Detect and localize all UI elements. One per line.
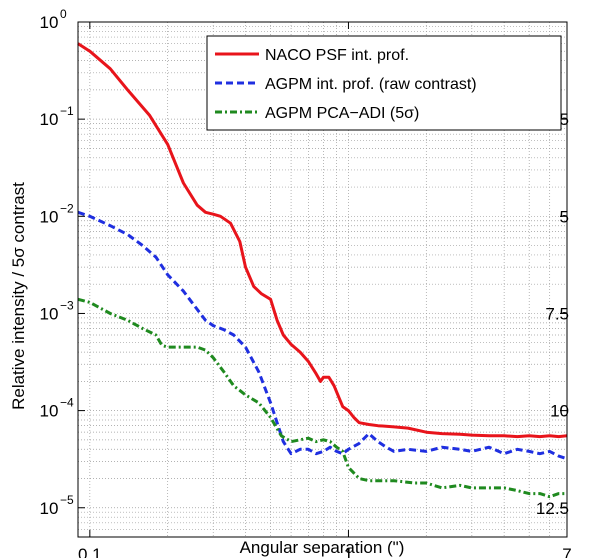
y-tick-exponent: −1	[60, 104, 74, 118]
right-tick-label: 12.5	[536, 499, 569, 518]
right-tick-label: 10	[550, 402, 569, 421]
y-tick-base: 10	[40, 402, 59, 421]
x-tick-label: 0.1	[78, 545, 102, 558]
legend-label-2: AGPM int. prof. (raw contrast)	[265, 76, 477, 93]
y-tick-label: 10 −1	[40, 104, 74, 129]
y-tick-base: 10	[40, 110, 59, 129]
right-tick-label: 5	[560, 207, 569, 226]
x-tick-labels: 0.1 1 7	[78, 545, 572, 558]
series-line-3	[77, 297, 567, 499]
y-tick-label: 10 −5	[40, 493, 74, 518]
y-tick-label: 10 −3	[40, 298, 74, 323]
legend: NACO PSF int. prof. AGPM int. prof. (raw …	[206, 35, 562, 131]
x-tick-label: 1	[344, 545, 353, 558]
y-tick-exponent: −4	[60, 396, 74, 410]
legend-label-1: NACO PSF int. prof.	[265, 47, 409, 64]
legend-box	[206, 35, 562, 131]
x-tick-label: 7	[562, 545, 571, 558]
y-tick-base: 10	[40, 304, 59, 323]
y-tick-base: 10	[40, 207, 59, 226]
tick-marks	[78, 21, 568, 537]
series-lines	[77, 42, 568, 499]
series-line-1	[77, 42, 568, 439]
plot-frame	[77, 21, 568, 538]
y-tick-exponent: 0	[60, 7, 67, 21]
y-tick-label: 10 −2	[40, 201, 74, 226]
y-tick-exponent: −5	[60, 493, 74, 507]
right-tick-label: 7.5	[545, 304, 569, 323]
x-axis-label: Angular separation (")	[240, 538, 405, 557]
y-axis-label: Relative intensity / 5σ contrast	[9, 182, 28, 410]
legend-label-3: AGPM PCA−ADI (5σ)	[265, 105, 419, 122]
y-tick-exponent: −3	[60, 298, 74, 312]
y-tick-exponent: −2	[60, 201, 74, 215]
y-tick-base: 10	[40, 13, 59, 32]
y-tick-label: 10 0	[40, 7, 67, 32]
y-tick-base: 10	[40, 499, 59, 518]
y-tick-label: 10 −4	[40, 396, 74, 421]
